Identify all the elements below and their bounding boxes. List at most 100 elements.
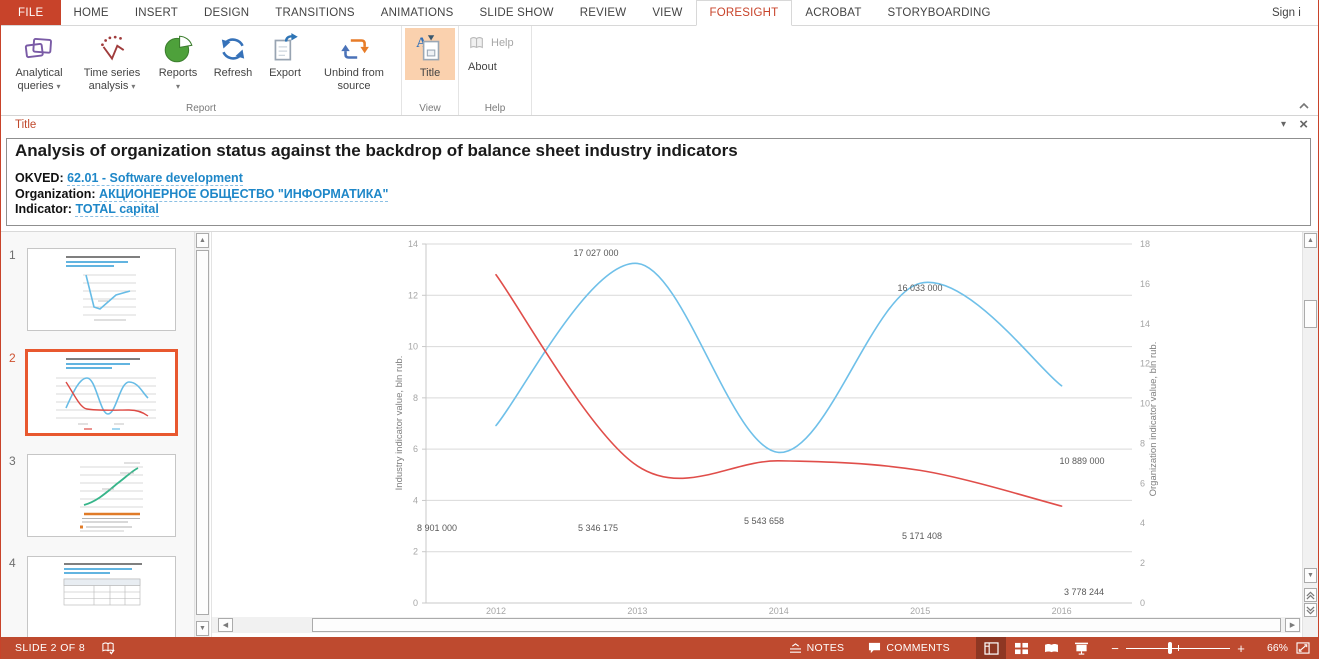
tab-home[interactable]: HOME bbox=[73, 6, 109, 19]
slide-indicator: SLIDE 2 OF 8 bbox=[15, 642, 86, 654]
zoom-in-button[interactable]: + bbox=[1237, 640, 1245, 656]
tab-review[interactable]: REVIEW bbox=[579, 6, 627, 19]
thumbnail-scroll-up-button[interactable]: ▲ bbox=[196, 233, 209, 248]
okved-link[interactable]: 62.01 - Software development bbox=[67, 171, 243, 186]
title-panel-close-icon[interactable]: × bbox=[1299, 116, 1308, 133]
svg-text:17 027 000: 17 027 000 bbox=[573, 248, 618, 258]
analytical-queries-button[interactable]: Analytical queries ▾ bbox=[4, 28, 74, 93]
tab-design[interactable]: DESIGN bbox=[203, 6, 250, 19]
comments-icon bbox=[868, 642, 881, 654]
slide-1-thumbnail[interactable] bbox=[27, 248, 176, 331]
refresh-icon bbox=[216, 32, 250, 66]
status-bar: SLIDE 2 OF 8 NOTES bbox=[1, 637, 1318, 659]
title-panel-dropdown-icon[interactable]: ▾ bbox=[1280, 119, 1286, 130]
scroll-right-button[interactable]: ▶ bbox=[1285, 618, 1300, 632]
export-button[interactable]: Export bbox=[260, 28, 310, 80]
tab-transitions[interactable]: TRANSITIONS bbox=[275, 6, 355, 19]
zoom-control: − + bbox=[1106, 641, 1250, 656]
svg-text:8 901 000: 8 901 000 bbox=[417, 523, 457, 533]
slide-3-preview bbox=[80, 462, 143, 532]
zoom-slider-thumb[interactable] bbox=[1167, 642, 1172, 654]
slide-4-number: 4 bbox=[9, 556, 16, 570]
spell-check-button[interactable] bbox=[101, 641, 116, 655]
title-toggle-button[interactable]: A Title bbox=[405, 28, 455, 80]
ribbon-group-help: Help About Help bbox=[459, 25, 532, 115]
tab-animations[interactable]: ANIMATIONS bbox=[380, 6, 454, 19]
svg-text:4: 4 bbox=[1140, 518, 1145, 528]
next-slide-button[interactable] bbox=[1304, 603, 1317, 617]
sign-in-button[interactable]: Sign i bbox=[1272, 6, 1301, 19]
thumbnail-scrollbar-thumb[interactable] bbox=[196, 250, 209, 615]
notes-button[interactable]: NOTES bbox=[777, 637, 857, 659]
svg-text:5 543 658: 5 543 658 bbox=[744, 516, 784, 526]
slide-2-thumbnail[interactable] bbox=[25, 349, 178, 436]
reports-button[interactable]: Reports ▾ bbox=[150, 28, 206, 93]
workspace: 1 2 bbox=[1, 232, 1318, 637]
title-panel-header: Title bbox=[15, 119, 37, 131]
comments-button[interactable]: COMMENTS bbox=[856, 637, 962, 659]
horizontal-scrollbar-thumb[interactable] bbox=[312, 618, 1281, 632]
organization-link[interactable]: АКЦИОНЕРНОЕ ОБЩЕСТВО "ИНФОРМАТИКА" bbox=[99, 186, 389, 202]
zoom-level[interactable]: 66% bbox=[1266, 642, 1288, 654]
svg-text:3 778 244: 3 778 244 bbox=[1064, 587, 1104, 597]
indicator-link[interactable]: TOTAL capital bbox=[75, 202, 159, 217]
slide-2-number: 2 bbox=[9, 351, 16, 365]
scroll-up-button[interactable]: ▲ bbox=[1304, 233, 1317, 248]
help-book-icon bbox=[468, 35, 486, 51]
comments-label: COMMENTS bbox=[886, 642, 950, 654]
svg-text:16 033 000: 16 033 000 bbox=[897, 283, 942, 293]
svg-text:18: 18 bbox=[1140, 239, 1150, 249]
svg-text:14: 14 bbox=[408, 239, 418, 249]
about-label: About bbox=[468, 61, 497, 73]
indicator-label: Indicator: bbox=[15, 202, 72, 216]
tab-slide-show[interactable]: SLIDE SHOW bbox=[479, 6, 554, 19]
tab-acrobat[interactable]: ACROBAT bbox=[805, 6, 862, 19]
scroll-down-button[interactable]: ▼ bbox=[1304, 568, 1317, 583]
time-series-analysis-button[interactable]: Time series analysis ▾ bbox=[74, 28, 150, 93]
thumbnail-scrollbar: ▲ ▼ bbox=[194, 232, 210, 637]
tab-storyboarding[interactable]: STORYBOARDING bbox=[887, 6, 991, 19]
tab-insert[interactable]: INSERT bbox=[134, 6, 178, 19]
svg-text:10: 10 bbox=[408, 342, 418, 352]
slide-4-thumbnail[interactable] bbox=[27, 556, 176, 637]
slide-3-thumbnail[interactable] bbox=[27, 454, 176, 537]
reading-view-icon bbox=[1044, 643, 1058, 653]
vertical-scrollbar-thumb[interactable] bbox=[1304, 300, 1317, 328]
about-button[interactable]: About bbox=[462, 55, 503, 79]
svg-text:Industry indicator value, bln: Industry indicator value, bln rub. bbox=[394, 356, 405, 491]
help-label: Help bbox=[491, 37, 514, 49]
okved-label: OKVED: bbox=[15, 171, 64, 185]
slide-canvas[interactable]: 0 2 4 6 8 10 12 14 0 2 4 6 8 10 12 14 16 18 2012 2013 2014 20… bbox=[211, 232, 1301, 637]
normal-view-button[interactable] bbox=[976, 637, 1006, 659]
unbind-from-source-button[interactable]: Unbind from source bbox=[310, 28, 398, 93]
export-label: Export bbox=[269, 67, 301, 79]
title-panel-content: Analysis of organization status against … bbox=[6, 138, 1311, 226]
tab-view[interactable]: VIEW bbox=[652, 6, 683, 19]
zoom-out-button[interactable]: − bbox=[1111, 640, 1119, 656]
ribbon-group-view: A Title View bbox=[402, 25, 459, 115]
thumbnail-scroll-down-button[interactable]: ▼ bbox=[196, 621, 209, 636]
previous-slide-button[interactable] bbox=[1304, 588, 1317, 602]
svg-text:5 346 175: 5 346 175 bbox=[578, 523, 618, 533]
time-series-analysis-icon bbox=[95, 32, 129, 66]
fit-to-window-button[interactable] bbox=[1294, 642, 1318, 654]
refresh-button[interactable]: Refresh bbox=[206, 28, 260, 80]
svg-text:12: 12 bbox=[408, 290, 418, 300]
slide-1-preview bbox=[66, 256, 140, 321]
tab-file[interactable]: FILE bbox=[1, 0, 61, 25]
scroll-left-button[interactable]: ◀ bbox=[218, 618, 233, 632]
reading-view-button[interactable] bbox=[1036, 637, 1066, 659]
zoom-slider[interactable] bbox=[1126, 642, 1230, 654]
main-vertical-scrollbar: ▲ ▼ bbox=[1302, 232, 1318, 637]
collapse-ribbon-button[interactable] bbox=[1298, 101, 1310, 111]
slide-show-button[interactable] bbox=[1066, 637, 1096, 659]
notes-label: NOTES bbox=[806, 642, 845, 654]
slide-1-number: 1 bbox=[9, 248, 16, 262]
help-button[interactable]: Help bbox=[462, 31, 520, 55]
svg-text:4: 4 bbox=[413, 495, 418, 505]
tab-foresight[interactable]: FORESIGHT bbox=[695, 0, 793, 26]
reports-label: Reports bbox=[158, 67, 198, 79]
slide-sorter-view-button[interactable] bbox=[1006, 637, 1036, 659]
reports-icon bbox=[161, 32, 195, 66]
